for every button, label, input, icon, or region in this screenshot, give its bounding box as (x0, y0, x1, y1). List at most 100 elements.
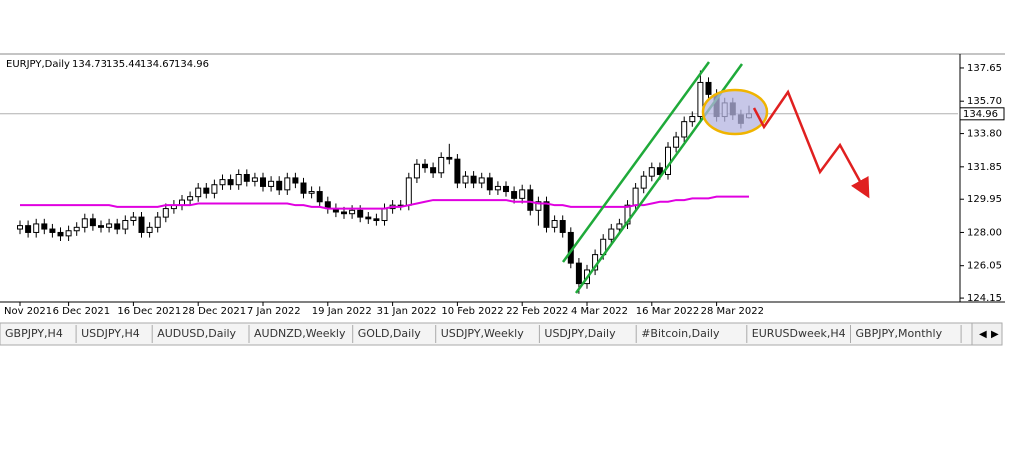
candle-body (405, 177, 412, 206)
candle-body (219, 179, 226, 186)
y-tick-label: 124.15 (967, 293, 1002, 304)
candle-body (349, 209, 356, 215)
candle-body (106, 223, 113, 228)
x-tick-label: 28 Dec 2021 (182, 306, 246, 317)
candle-body (195, 187, 202, 198)
header-high: 135.44 (106, 59, 141, 70)
candle-body (616, 223, 623, 230)
candle-body (681, 121, 688, 138)
candle-body (154, 216, 161, 228)
chart-tab[interactable]: #Bitcoin,Daily (641, 327, 720, 340)
candle-body (276, 180, 283, 191)
candle-body (413, 163, 420, 179)
candle-body (114, 223, 121, 230)
candle-body (535, 201, 542, 211)
chart-tab[interactable]: USDJPY,H4 (81, 327, 140, 340)
x-tick-label: 7 Jan 2022 (247, 306, 301, 317)
candle-body (73, 226, 80, 232)
y-tick-label: 131.85 (967, 162, 1002, 173)
header-close: 134.96 (174, 59, 209, 70)
candle-body (300, 182, 307, 194)
candle-body (203, 187, 210, 194)
candle-body (292, 177, 299, 184)
candle-body (705, 81, 712, 95)
candle-body (551, 220, 558, 228)
candle-body (268, 180, 275, 187)
candle-body (381, 208, 388, 222)
candle-body (462, 175, 469, 184)
tab-scroll[interactable] (971, 322, 1003, 346)
x-tick-label: 28 Mar 2022 (701, 306, 764, 317)
candle-body (98, 225, 104, 228)
price-marker (959, 107, 1005, 121)
candle-body (41, 223, 48, 230)
x-tick-label: 4 Mar 2022 (571, 306, 628, 317)
scroll-right[interactable]: ▶ (991, 329, 999, 340)
candle-body (430, 167, 437, 174)
highlight-ellipse (701, 88, 769, 136)
chart-tab[interactable]: AUDUSD,Daily (157, 327, 236, 340)
candle-body (130, 216, 137, 222)
candle-body (422, 163, 428, 169)
candle-body (486, 177, 493, 191)
candle-body (211, 184, 218, 194)
candle-body (316, 191, 323, 203)
x-tick-label: 31 Jan 2022 (377, 306, 437, 317)
candle-body (235, 173, 242, 186)
plot-area (0, 70, 958, 294)
y-tick-label: 137.65 (967, 63, 1002, 74)
candle-body (243, 173, 250, 182)
chart-tab[interactable]: AUDNZD,Weekly (254, 327, 346, 340)
candle-body (33, 223, 40, 233)
candle-body (65, 230, 72, 237)
candle-body (373, 218, 380, 222)
price-marker-label: 134.96 (963, 109, 998, 120)
candle-body (357, 209, 364, 218)
candle-body (470, 175, 477, 184)
candle-body (25, 225, 32, 233)
x-tick-label: 22 Feb 2022 (506, 306, 568, 317)
candle-body (251, 177, 258, 182)
candle-body (478, 177, 485, 184)
chart-tab[interactable]: USDJPY,Daily (544, 327, 616, 340)
tab-bar: ◀ ▶ (0, 322, 1003, 346)
candle-body (89, 218, 96, 227)
candle-body (284, 177, 291, 191)
candle-body (341, 211, 347, 215)
header-open: 134.73 (72, 59, 107, 70)
candle-body (648, 167, 655, 177)
candle-body (632, 187, 639, 206)
candle-body (446, 156, 453, 160)
candle-body (162, 208, 169, 218)
candle-body (689, 116, 696, 123)
chart-tab[interactable]: GBPJPY,Monthly (856, 327, 943, 340)
chart-tab[interactable]: USDJPY,Weekly (441, 327, 525, 340)
x-tick-label: 16 Mar 2022 (636, 306, 699, 317)
x-tick-label: 19 Jan 2022 (312, 306, 372, 317)
y-tick-label: 126.05 (967, 261, 1002, 272)
x-tick-label: Nov 2021 (4, 306, 52, 317)
candle-body (519, 189, 526, 199)
candle-body (511, 191, 518, 199)
scroll-left[interactable]: ◀ (979, 329, 987, 340)
candle-body (146, 226, 153, 233)
chart-tab[interactable]: GBPJPY,H4 (5, 327, 63, 340)
candle-body (697, 81, 704, 118)
candle-body (559, 220, 566, 233)
candle-body (49, 228, 56, 233)
y-tick-label: 129.95 (967, 194, 1002, 205)
candle-body (308, 191, 315, 194)
candle-body (122, 220, 129, 230)
candle-body (673, 136, 680, 148)
candle-body (640, 175, 647, 189)
candle-body (494, 185, 501, 191)
candle-body (81, 218, 88, 228)
candle-body (503, 185, 509, 193)
candle-body (438, 156, 445, 174)
chart-tab[interactable]: GOLD,Daily (358, 327, 422, 340)
candle-body (575, 262, 582, 285)
chart-tab[interactable]: EURUSDweek,H4 (752, 327, 846, 340)
annotations (561, 61, 870, 294)
